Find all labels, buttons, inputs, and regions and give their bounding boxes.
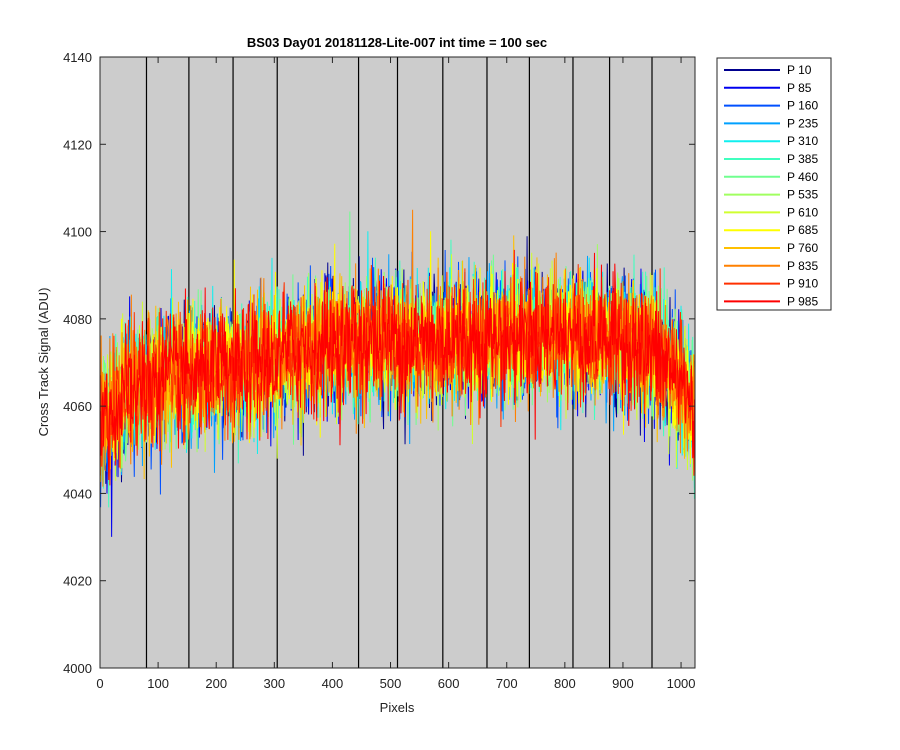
x-tick-label-0: 0 (96, 676, 103, 691)
y-tick-label-4120: 4120 (63, 137, 92, 152)
x-axis: 0 100 200 300 400 500 600 700 800 900 1000 (96, 57, 696, 691)
x-tick-label-200: 200 (205, 676, 227, 691)
legend-label: P 760 (787, 241, 818, 255)
x-tick-label-700: 700 (496, 676, 518, 691)
x-tick-label-400: 400 (322, 676, 344, 691)
legend-label: P 535 (787, 188, 818, 202)
legend-label: P 910 (787, 277, 818, 291)
y-tick-label-4020: 4020 (63, 574, 92, 589)
y-tick-label-4040: 4040 (63, 486, 92, 501)
x-tick-label-1000: 1000 (667, 676, 696, 691)
legend-label: P 460 (787, 170, 818, 184)
legend-box (716, 57, 832, 311)
legend-label: P 160 (787, 99, 818, 113)
legend-label: P 985 (787, 294, 818, 308)
y-tick-label-4000: 4000 (63, 661, 92, 676)
x-tick-label-500: 500 (380, 676, 402, 691)
plot-frame (99, 56, 696, 669)
x-tick-label-600: 600 (438, 676, 460, 691)
legend-label: P 385 (787, 152, 818, 166)
y-tick-label-4140: 4140 (63, 50, 92, 65)
x-axis-label: Pixels (380, 700, 415, 715)
y-tick-label-4080: 4080 (63, 312, 92, 327)
series-line-p985 (100, 249, 695, 489)
x-tick-label-300: 300 (263, 676, 285, 691)
y-tick-label-4060: 4060 (63, 399, 92, 414)
legend-label: P 835 (787, 259, 818, 273)
legend-label: P 685 (787, 223, 818, 237)
legend: P 10 P 85 P 160 P 235 P 310 P 385 P 460 P 535 P … (716, 57, 832, 311)
x-tick-label-100: 100 (147, 676, 169, 691)
y-tick-label-4100: 4100 (63, 225, 92, 240)
y-axis: 4000 4020 4040 4060 4080 4100 4120 4140 (63, 50, 695, 676)
legend-label: P 610 (787, 205, 818, 219)
series-group (100, 209, 695, 537)
legend-label: P 235 (787, 116, 818, 130)
x-tick-label-800: 800 (554, 676, 576, 691)
legend-label: P 85 (787, 81, 812, 95)
chart-title: BS03 Day01 20181128-Lite-007 int time = … (247, 35, 547, 50)
legend-label: P 10 (787, 63, 812, 77)
legend-label: P 310 (787, 134, 818, 148)
y-axis-label: Cross Track Signal (ADU) (36, 288, 51, 437)
x-tick-label-900: 900 (612, 676, 634, 691)
